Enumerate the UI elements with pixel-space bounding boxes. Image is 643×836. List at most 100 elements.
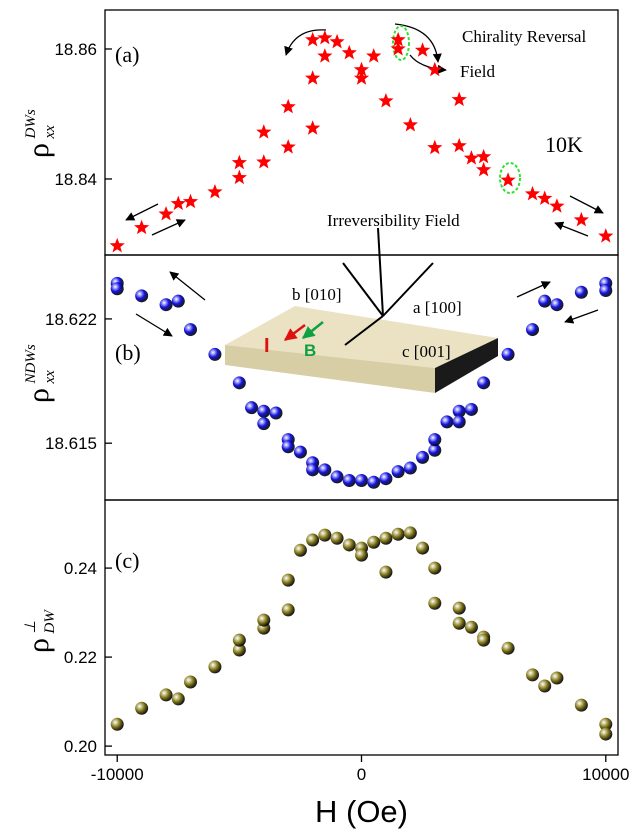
sphere-point [574, 285, 588, 299]
sphere-point [379, 565, 393, 579]
star-point [317, 48, 333, 63]
sphere-point [159, 688, 173, 702]
sphere-point [452, 404, 466, 418]
sphere-point [330, 470, 344, 484]
panel-frame [104, 499, 619, 756]
star-point [231, 169, 247, 185]
star-point [329, 33, 345, 49]
y-label-main: ρ [22, 388, 55, 403]
panel-label: (a) [115, 42, 139, 67]
star-point [390, 31, 406, 47]
y-label-main: ρ [22, 143, 55, 158]
star-point [549, 198, 565, 213]
annotation: Chirality Reversal [462, 27, 586, 46]
sphere-point [501, 641, 515, 655]
annotation: Field [460, 62, 495, 81]
current-arrow [284, 324, 306, 341]
sphere-point [330, 531, 344, 545]
sphere-point [257, 404, 271, 418]
sphere-point [318, 463, 332, 477]
annotation: Irreversibility Field [327, 211, 460, 230]
sphere-point [367, 535, 381, 549]
star-point [500, 172, 516, 187]
sphere-point [184, 323, 197, 337]
axis-line [382, 262, 434, 317]
crystal-front [225, 345, 435, 393]
star-point [427, 61, 443, 77]
star-point [305, 31, 321, 47]
star-point [158, 206, 174, 221]
axis-line [344, 315, 384, 346]
sphere-point [293, 445, 307, 459]
annotation: 10K [545, 132, 583, 157]
sphere-point [599, 717, 613, 731]
axis-line [377, 227, 384, 317]
sphere-point [403, 461, 417, 475]
star-point [280, 98, 296, 114]
arrow [135, 313, 173, 337]
sphere-point [428, 443, 442, 457]
sphere-point [318, 528, 332, 542]
sphere-point [245, 401, 259, 415]
curved-arrow [394, 23, 442, 63]
sphere-point [391, 465, 405, 479]
arrow [125, 203, 159, 221]
arrow [564, 309, 599, 324]
star-point [231, 154, 247, 170]
y-tick-label: 0.24 [64, 559, 97, 578]
sphere-point [428, 561, 442, 575]
star-point [256, 124, 272, 139]
x-axis-label: H (Oe) [315, 794, 408, 829]
sphere-point [599, 727, 613, 741]
sphere-point [464, 620, 478, 634]
sphere-point [135, 701, 149, 715]
star-point [451, 91, 467, 107]
sphere-point [232, 643, 246, 657]
panel-b-decor [135, 227, 599, 393]
star-point [414, 42, 431, 57]
star-point [317, 29, 333, 45]
sphere-point [477, 633, 491, 647]
x-tick-label: 0 [357, 765, 366, 784]
sphere-point [281, 573, 295, 587]
sphere-point [452, 616, 466, 630]
sphere-point [342, 473, 356, 487]
field-label: B [304, 341, 316, 360]
sphere-point [428, 433, 442, 447]
star-point [390, 40, 406, 56]
crystal-top [225, 306, 498, 368]
y-tick-label: 0.22 [64, 648, 97, 667]
highlight [392, 25, 410, 61]
y-label-sub: xx [42, 125, 58, 140]
sphere-point [355, 473, 368, 487]
sphere-point [367, 475, 381, 489]
star-point [378, 92, 394, 108]
sphere-point [379, 472, 393, 486]
arrow [569, 195, 604, 214]
x-tick-label: 10000 [582, 765, 629, 784]
x-tick-label: -10000 [91, 765, 144, 784]
y-tick-label: 18.615 [45, 434, 97, 453]
sphere-point [184, 675, 197, 689]
star-point [341, 44, 357, 60]
sphere-point [452, 601, 466, 615]
sphere-point [110, 717, 124, 731]
sphere-point [110, 282, 124, 296]
sphere-point [550, 298, 564, 312]
field-arrow [302, 321, 324, 339]
star-point [402, 117, 418, 132]
sphere-point [538, 294, 552, 308]
crystal-side [435, 338, 498, 393]
axis-annotation: c [001] [402, 342, 451, 361]
sphere-point [135, 289, 149, 303]
panel-label: (c) [115, 548, 139, 573]
star-point [353, 70, 370, 85]
sphere-point [171, 294, 185, 308]
sphere-point [257, 613, 271, 627]
sphere-point [403, 526, 417, 540]
star-point [427, 139, 443, 155]
sphere-point [232, 376, 246, 390]
sphere-point [293, 543, 307, 557]
star-point [463, 150, 480, 165]
